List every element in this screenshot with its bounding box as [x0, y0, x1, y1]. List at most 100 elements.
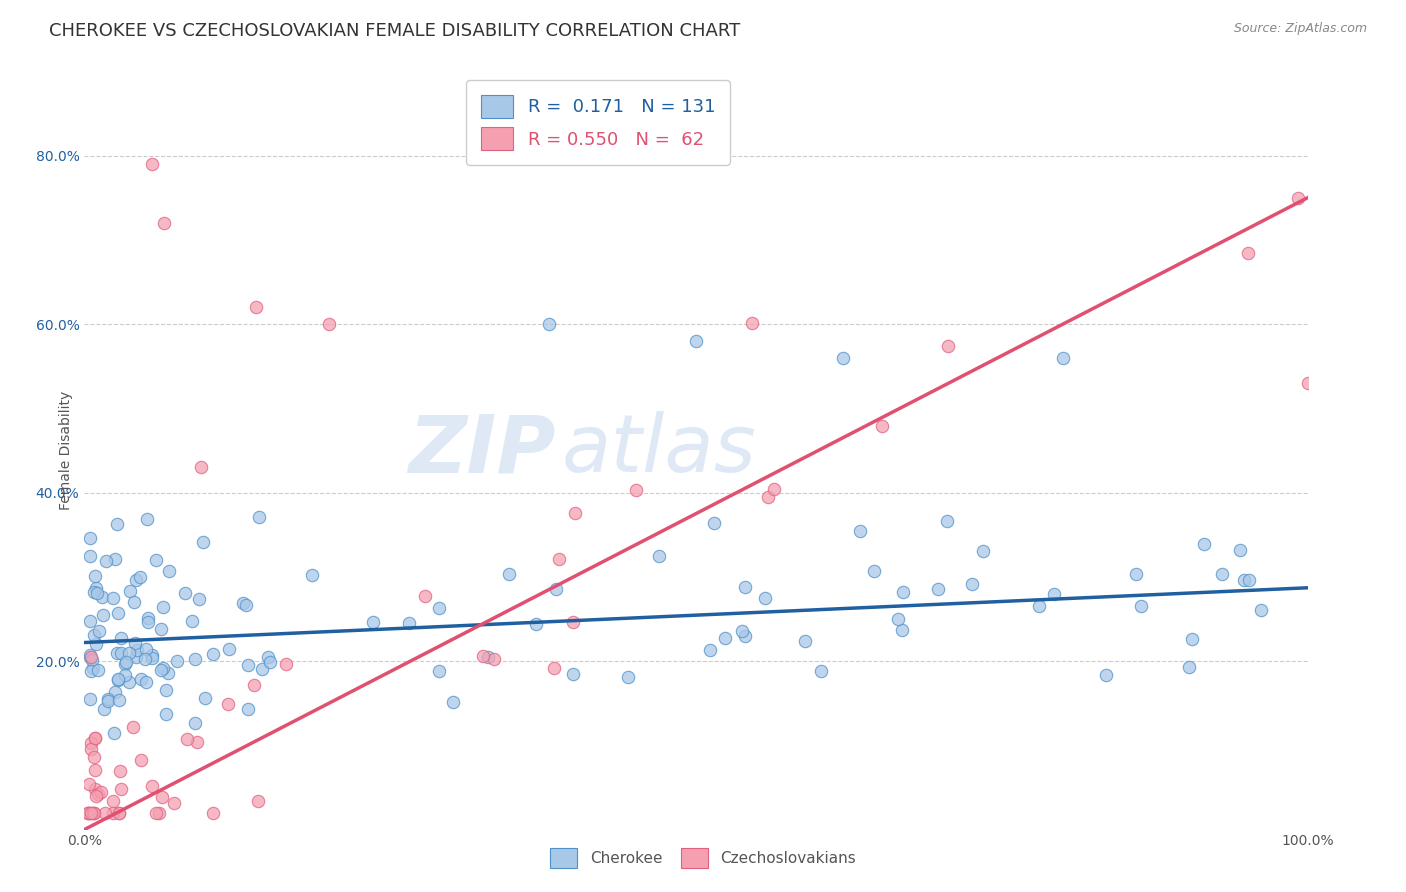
Point: [148, 805, 170, 820]
Point: [648, 549, 671, 563]
Point: [135, 642, 157, 657]
Point: [136, 615, 159, 629]
Point: [972, 543, 994, 558]
Point: [1239, 573, 1261, 587]
Point: [110, 631, 132, 645]
Point: [150, 790, 173, 805]
Point: [561, 667, 583, 681]
Point: [1229, 542, 1251, 557]
Point: [156, 665, 179, 680]
Point: [413, 589, 436, 603]
Point: [547, 552, 569, 566]
Point: [104, 552, 127, 566]
Point: [831, 351, 853, 365]
Point: [427, 664, 450, 678]
Point: [83, 628, 105, 642]
Point: [103, 726, 125, 740]
Point: [77, 777, 100, 791]
Point: [186, 735, 208, 749]
Point: [498, 566, 520, 581]
Point: [122, 595, 145, 609]
Point: [79, 531, 101, 545]
Point: [893, 584, 915, 599]
Point: [1192, 537, 1215, 551]
Y-axis label: Female Disability: Female Disability: [59, 391, 73, 510]
Point: [734, 629, 756, 643]
Point: [79, 805, 101, 820]
Point: [163, 796, 186, 810]
Point: [107, 693, 129, 707]
Point: [538, 317, 561, 331]
Point: [110, 764, 132, 778]
Point: [83, 805, 105, 820]
Point: [890, 623, 912, 637]
Point: [79, 650, 101, 665]
Point: [84, 731, 107, 745]
Point: [86, 586, 108, 600]
Point: [125, 573, 148, 587]
Point: [105, 517, 128, 532]
Point: [398, 616, 420, 631]
Point: [191, 535, 214, 549]
Point: [427, 600, 450, 615]
Point: [77, 805, 100, 820]
Point: [1125, 567, 1147, 582]
Point: [150, 663, 173, 677]
Point: [318, 317, 340, 331]
Point: [190, 460, 212, 475]
Point: [136, 511, 159, 525]
Point: [259, 655, 281, 669]
Point: [83, 750, 105, 764]
Point: [83, 731, 105, 745]
Point: [734, 580, 756, 594]
Point: [114, 667, 136, 681]
Point: [232, 596, 254, 610]
Point: [94, 553, 117, 567]
Point: [155, 682, 177, 697]
Text: atlas: atlas: [561, 411, 756, 490]
Point: [235, 599, 257, 613]
Point: [90, 785, 112, 799]
Point: [247, 509, 270, 524]
Point: [86, 582, 108, 596]
Point: [141, 779, 163, 793]
Point: [82, 653, 104, 667]
Point: [870, 418, 893, 433]
Point: [810, 664, 832, 678]
Point: [80, 736, 103, 750]
Point: [87, 624, 110, 639]
Point: [135, 675, 157, 690]
Point: [236, 657, 259, 672]
Point: [543, 661, 565, 675]
Point: [564, 506, 586, 520]
Point: [108, 805, 131, 820]
Point: [152, 661, 174, 675]
Point: [107, 646, 129, 660]
Point: [1296, 376, 1319, 390]
Point: [108, 805, 131, 820]
Point: [114, 657, 136, 671]
Point: [685, 334, 707, 348]
Point: [714, 631, 737, 645]
Point: [1233, 574, 1256, 588]
Point: [145, 552, 167, 566]
Point: [125, 649, 148, 664]
Point: [157, 564, 180, 578]
Point: [107, 673, 129, 688]
Point: [863, 564, 886, 578]
Point: [763, 483, 786, 497]
Point: [93, 702, 115, 716]
Point: [174, 586, 197, 600]
Point: [153, 216, 176, 230]
Point: [141, 157, 163, 171]
Point: [97, 694, 120, 708]
Point: [82, 805, 104, 820]
Point: [84, 789, 107, 803]
Point: [1130, 599, 1153, 613]
Point: [87, 787, 110, 801]
Point: [80, 664, 103, 678]
Point: [218, 641, 240, 656]
Point: [84, 781, 107, 796]
Point: [250, 662, 273, 676]
Point: [1028, 599, 1050, 613]
